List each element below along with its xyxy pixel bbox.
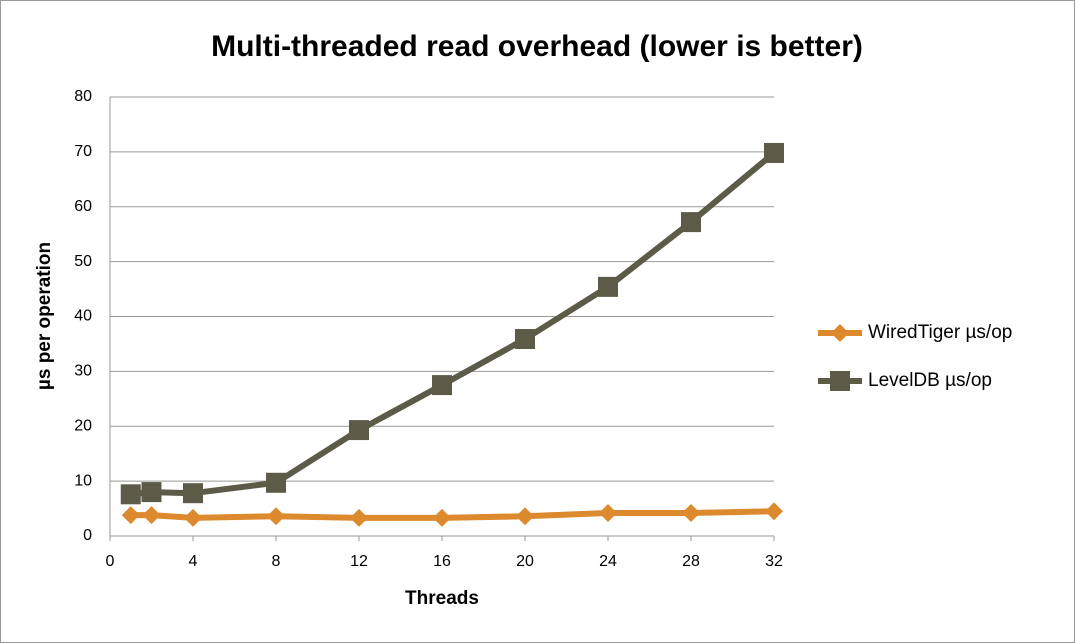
data-point <box>682 503 700 522</box>
y-tick-label: 80 <box>74 88 92 105</box>
data-point <box>266 472 286 493</box>
y-axis-label: µs per operation <box>34 242 55 390</box>
x-tick-label: 4 <box>189 553 198 570</box>
data-point <box>349 420 369 441</box>
x-tick-label: 28 <box>682 553 700 570</box>
data-point <box>598 276 618 297</box>
data-point <box>765 502 783 521</box>
data-point <box>141 482 162 503</box>
data-point <box>516 507 534 526</box>
data-point <box>142 506 161 525</box>
legend-label: WiredTiger µs/op <box>868 322 1012 343</box>
x-tick-label: 0 <box>106 553 115 570</box>
data-point <box>120 484 141 505</box>
y-tick-label: 60 <box>74 198 92 215</box>
legend-marker <box>830 371 850 391</box>
legend-label: LevelDB µs/op <box>868 370 992 391</box>
y-tick-label: 30 <box>74 363 92 380</box>
data-point <box>515 328 535 349</box>
chart-title: Multi-threaded read overhead (lower is b… <box>211 30 863 63</box>
series-line <box>130 150 776 498</box>
y-tick-label: 40 <box>74 308 92 325</box>
y-tick-label: 10 <box>74 472 92 489</box>
y-tick-label: 70 <box>74 143 92 160</box>
y-tick-label: 20 <box>74 417 92 434</box>
data-point <box>432 375 452 396</box>
data-point <box>433 508 451 527</box>
data-point <box>184 508 202 527</box>
x-tick-label: 16 <box>433 553 451 570</box>
data-point <box>267 507 285 526</box>
x-tick-label: 24 <box>599 553 617 570</box>
data-point <box>599 503 617 522</box>
y-tick-label: 0 <box>83 527 92 544</box>
x-axis-label: Threads <box>405 588 479 609</box>
x-tick-label: 32 <box>765 553 783 570</box>
series-line <box>130 508 775 521</box>
x-tick-label: 12 <box>350 553 368 570</box>
x-tick-label: 8 <box>272 553 281 570</box>
data-point <box>764 142 784 163</box>
data-point <box>183 483 203 504</box>
data-point <box>681 212 701 233</box>
x-tick-label: 20 <box>516 553 534 570</box>
data-point <box>350 508 368 527</box>
data-point <box>121 506 140 525</box>
y-tick-label: 50 <box>74 253 92 270</box>
legend-marker <box>831 324 849 342</box>
